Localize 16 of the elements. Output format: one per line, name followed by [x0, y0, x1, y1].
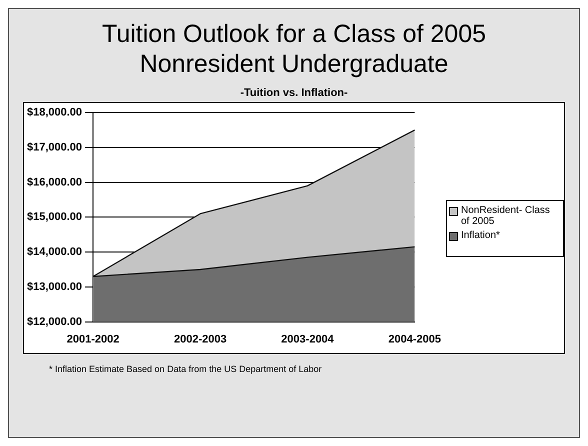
- y-tick-label: $15,000.00: [26, 211, 82, 224]
- y-tick-label: $18,000.00: [26, 106, 82, 119]
- y-tick-label: $13,000.00: [26, 280, 82, 293]
- chart-title: Tuition Outlook for a Class of 2005 Nonresident Undergraduate: [101, 19, 487, 79]
- x-tick-label: 2003-2004: [281, 333, 335, 346]
- chart-subtitle: -Tuition vs. Inflation-: [239, 87, 349, 99]
- y-tick-label: $12,000.00: [26, 316, 82, 328]
- legend-label: NonResident- Class of 2005: [461, 204, 551, 226]
- text: * Inflation Estimate Based on Data from the US Department of Labor: [49, 364, 323, 374]
- y-tick-label: $17,000.00: [26, 142, 82, 154]
- y-tick-label: $14,000.00: [26, 246, 82, 258]
- legend-label: Inflation*: [461, 230, 500, 240]
- y-tick-label: $16,000.00: [26, 176, 82, 188]
- x-tick-label: 2002-2003: [174, 333, 227, 346]
- x-tick-label: 2004-2005: [388, 333, 441, 346]
- x-tick-label: 2001-2002: [66, 333, 120, 346]
